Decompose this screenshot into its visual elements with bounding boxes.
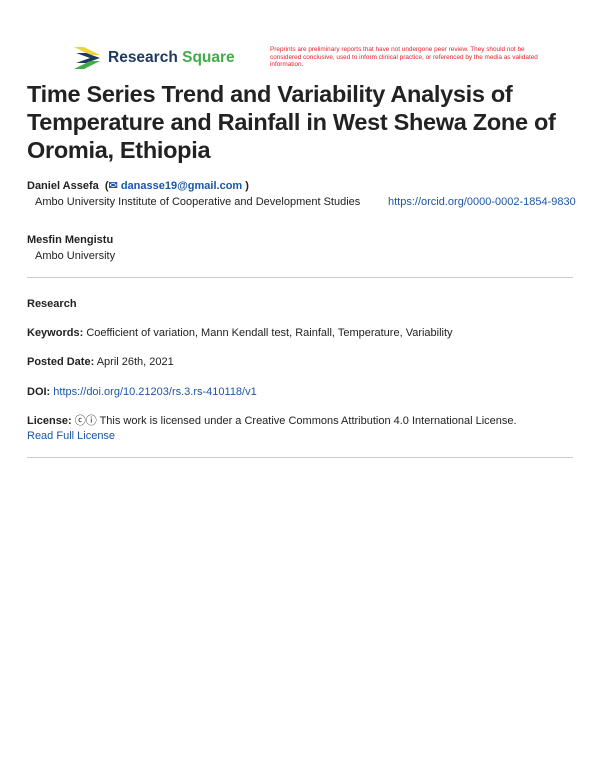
author-2-affiliation: Ambo University (35, 250, 116, 262)
author-1-affiliation: Ambo University Institute of Cooperative… (35, 196, 361, 208)
article-type: Research (27, 298, 77, 310)
posted-date: Posted Date: April 26th, 2021 (27, 356, 174, 368)
author-1: Daniel Assefa (✉ danasse19@gmail.com ) (27, 180, 249, 192)
orcid-link[interactable]: https://orcid.org/0000-0002-1854-9830 (388, 196, 576, 208)
paper-title: Time Series Trend and Variability Analys… (27, 81, 556, 163)
read-full-license-link[interactable]: Read Full License (27, 430, 116, 442)
author-2: Mesfin Mengistu (27, 234, 114, 246)
cc-icon: ⓒ (74, 415, 86, 427)
research-square-logo-icon (74, 47, 100, 69)
license: License: ⓒⓘ This work is licensed under … (27, 415, 517, 442)
brand-name-accent: Square (182, 49, 235, 66)
attribution-icon: ⓘ (85, 415, 97, 427)
doi: DOI: https://doi.org/10.21203/rs.3.rs-41… (27, 386, 257, 398)
divider (27, 457, 573, 458)
keywords: Keywords: Coefficient of variation, Mann… (27, 327, 453, 339)
email-link[interactable]: ✉ danasse19@gmail.com (108, 180, 243, 192)
doi-link[interactable]: https://doi.org/10.21203/rs.3.rs-410118/… (53, 386, 257, 398)
author-name: Daniel Assefa (27, 180, 99, 192)
preprint-notice: Preprints are preliminary reports that h… (270, 46, 538, 68)
brand-name: Research (108, 49, 178, 66)
research-square-logo: Research Square (74, 47, 235, 69)
envelope-icon: ✉ (108, 180, 118, 192)
divider (27, 277, 573, 278)
